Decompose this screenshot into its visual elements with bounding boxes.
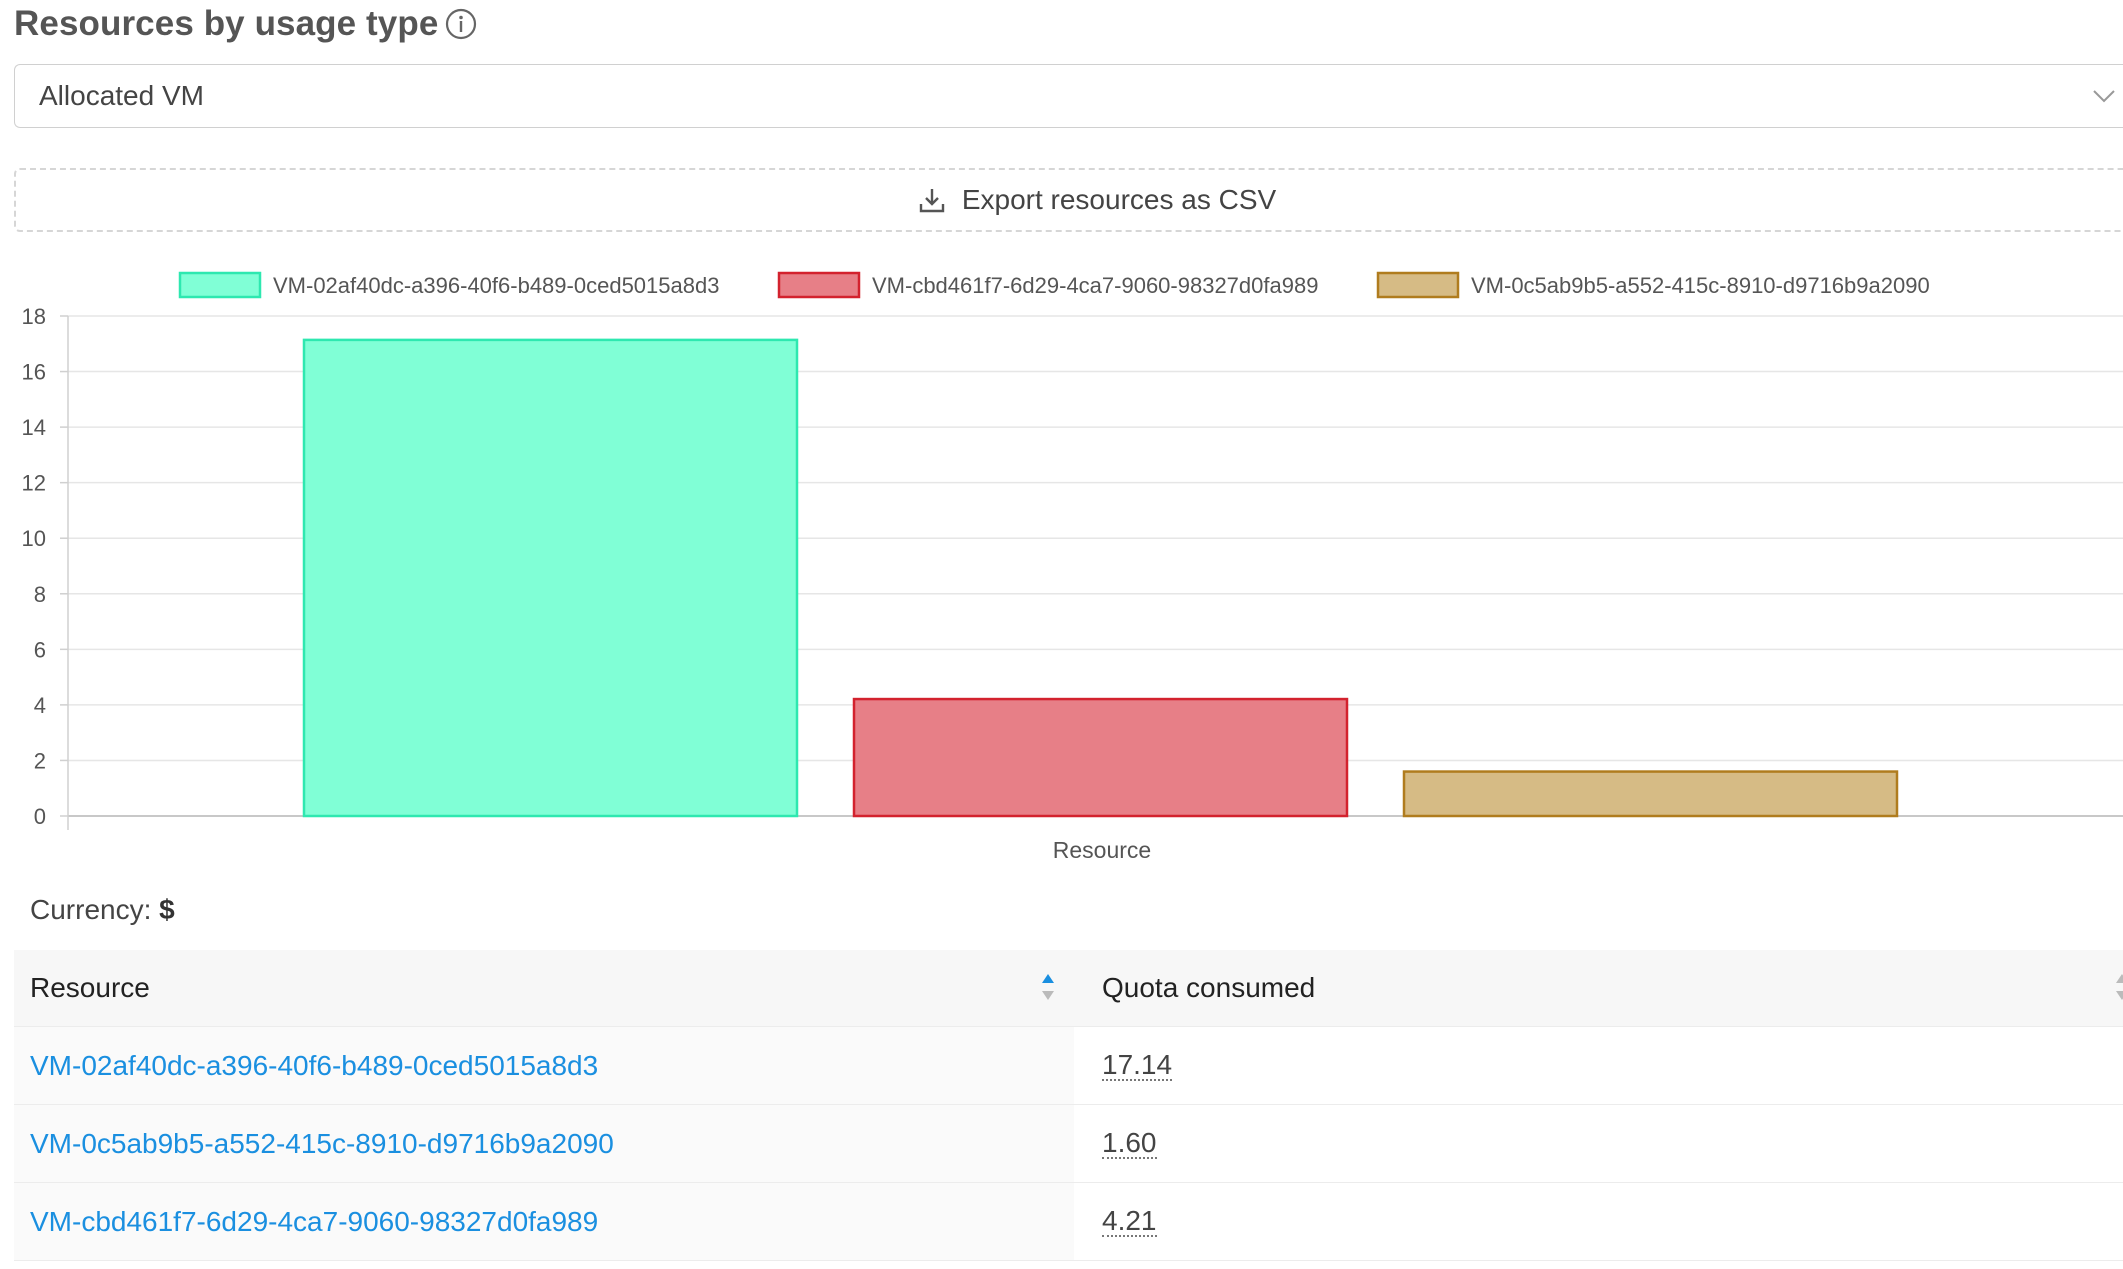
y-tick-label: 18 bbox=[22, 304, 46, 329]
resource-cell: VM-02af40dc-a396-40f6-b489-0ced5015a8d3 bbox=[14, 1027, 1074, 1104]
resource-cell: VM-0c5ab9b5-a552-415c-8910-d9716b9a2090 bbox=[14, 1105, 1074, 1182]
export-csv-button[interactable]: Export resources as CSV bbox=[14, 168, 2123, 232]
export-csv-label: Export resources as CSV bbox=[961, 184, 1277, 215]
y-tick-label: 6 bbox=[34, 637, 46, 662]
download-icon bbox=[918, 186, 946, 214]
legend-label-3: VM-0c5ab9b5-a552-415c-8910-d9716b9a2090 bbox=[1471, 273, 1930, 298]
table-row: VM-02af40dc-a396-40f6-b489-0ced5015a8d3 … bbox=[14, 1027, 2123, 1105]
bar-3 bbox=[1402, 770, 1899, 818]
chevron-down-icon bbox=[2091, 83, 2117, 109]
y-tick-label: 2 bbox=[34, 748, 46, 773]
currency-value: $ bbox=[159, 894, 175, 925]
sort-icon[interactable] bbox=[2114, 972, 2123, 1002]
y-tick-label: 16 bbox=[22, 360, 46, 385]
y-tick-label: 0 bbox=[34, 804, 46, 829]
y-tick-label: 10 bbox=[22, 526, 46, 551]
y-tick-label: 4 bbox=[34, 693, 46, 718]
column-header-quota[interactable]: Quota consumed bbox=[1074, 950, 2123, 1026]
bar-1 bbox=[302, 338, 799, 818]
title-row: Resources by usage type bbox=[14, 4, 478, 44]
legend-swatch-2 bbox=[777, 271, 861, 299]
resource-link[interactable]: VM-cbd461f7-6d29-4ca7-9060-98327d0fa989 bbox=[30, 1205, 599, 1237]
legend-swatch-3 bbox=[1376, 271, 1460, 299]
table-row: VM-cbd461f7-6d29-4ca7-9060-98327d0fa989 … bbox=[14, 1183, 2123, 1261]
page-title: Resources by usage type bbox=[14, 4, 439, 43]
column-header-resource-label: Resource bbox=[30, 972, 150, 1003]
resource-link[interactable]: VM-02af40dc-a396-40f6-b489-0ced5015a8d3 bbox=[30, 1049, 599, 1081]
quota-value: 4.21 bbox=[1102, 1204, 1157, 1238]
column-header-resource[interactable]: Resource bbox=[14, 950, 1074, 1026]
y-tick-label: 8 bbox=[34, 582, 46, 607]
x-axis-label: Resource bbox=[1053, 837, 1151, 863]
quota-value: 17.14 bbox=[1102, 1048, 1173, 1082]
table-row: VM-0c5ab9b5-a552-415c-8910-d9716b9a2090 … bbox=[14, 1105, 2123, 1183]
currency-indicator: Currency: $ bbox=[30, 894, 175, 926]
quota-cell: 1.60 bbox=[1074, 1105, 2123, 1182]
bar-2 bbox=[852, 697, 1349, 818]
y-tick-label: 12 bbox=[22, 471, 46, 496]
legend-swatch-1 bbox=[178, 271, 262, 299]
legend-label-2: VM-cbd461f7-6d29-4ca7-9060-98327d0fa989 bbox=[872, 273, 1318, 298]
quota-cell: 17.14 bbox=[1074, 1027, 2123, 1104]
column-header-quota-label: Quota consumed bbox=[1102, 972, 1316, 1003]
quota-cell: 4.21 bbox=[1074, 1183, 2123, 1260]
sort-icon[interactable] bbox=[1040, 972, 1056, 1002]
usage-type-selected-value: Allocated VM bbox=[39, 80, 204, 111]
usage-bar-chart: 0 2 4 6 8 10 12 14 16 18 Resource VM-02af40dc-a396-… bbox=[0, 250, 2123, 870]
info-circle-icon[interactable] bbox=[444, 7, 478, 41]
resource-cell: VM-cbd461f7-6d29-4ca7-9060-98327d0fa989 bbox=[14, 1183, 1074, 1260]
legend-label-1: VM-02af40dc-a396-40f6-b489-0ced5015a8d3 bbox=[273, 273, 719, 298]
currency-label: Currency: bbox=[30, 894, 152, 925]
y-tick-label: 14 bbox=[22, 415, 46, 440]
bar-chart-svg: 0 2 4 6 8 10 12 14 16 18 Resource VM-02af40dc-a396-… bbox=[22, 271, 2123, 863]
resources-table: Resource Quota consumed bbox=[14, 950, 2123, 1261]
resource-link[interactable]: VM-0c5ab9b5-a552-415c-8910-d9716b9a2090 bbox=[30, 1127, 614, 1159]
usage-type-select[interactable]: Allocated VM bbox=[14, 64, 2123, 128]
quota-value: 1.60 bbox=[1102, 1126, 1157, 1160]
table-header: Resource Quota consumed bbox=[14, 950, 2123, 1027]
